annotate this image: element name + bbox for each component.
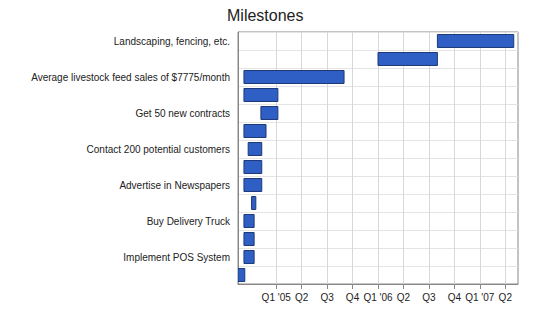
svg-text:Q1 '07: Q1 '07 — [465, 292, 495, 303]
svg-text:Implement POS System: Implement POS System — [123, 252, 230, 263]
svg-text:Q2: Q2 — [295, 292, 309, 303]
svg-text:Q2: Q2 — [397, 292, 411, 303]
svg-text:Buy Delivery Truck: Buy Delivery Truck — [147, 216, 231, 227]
svg-text:Contact 200 potential customer: Contact 200 potential customers — [87, 144, 230, 155]
svg-text:Q4: Q4 — [448, 292, 462, 303]
svg-text:Q2: Q2 — [499, 292, 513, 303]
svg-text:Q1 '05: Q1 '05 — [262, 292, 292, 303]
svg-text:Advertise in Newspapers: Advertise in Newspapers — [119, 180, 230, 191]
svg-text:Average livestock feed sales o: Average livestock feed sales of $7775/mo… — [31, 72, 230, 83]
svg-text:Q1 '06: Q1 '06 — [363, 292, 393, 303]
svg-text:Landscaping, fencing, etc.: Landscaping, fencing, etc. — [114, 36, 230, 47]
svg-text:Q3: Q3 — [422, 292, 436, 303]
svg-text:Q3: Q3 — [320, 292, 334, 303]
svg-text:Get 50 new contracts: Get 50 new contracts — [136, 108, 231, 119]
svg-text:Q4: Q4 — [346, 292, 360, 303]
svg-text:Milestones: Milestones — [227, 7, 303, 24]
